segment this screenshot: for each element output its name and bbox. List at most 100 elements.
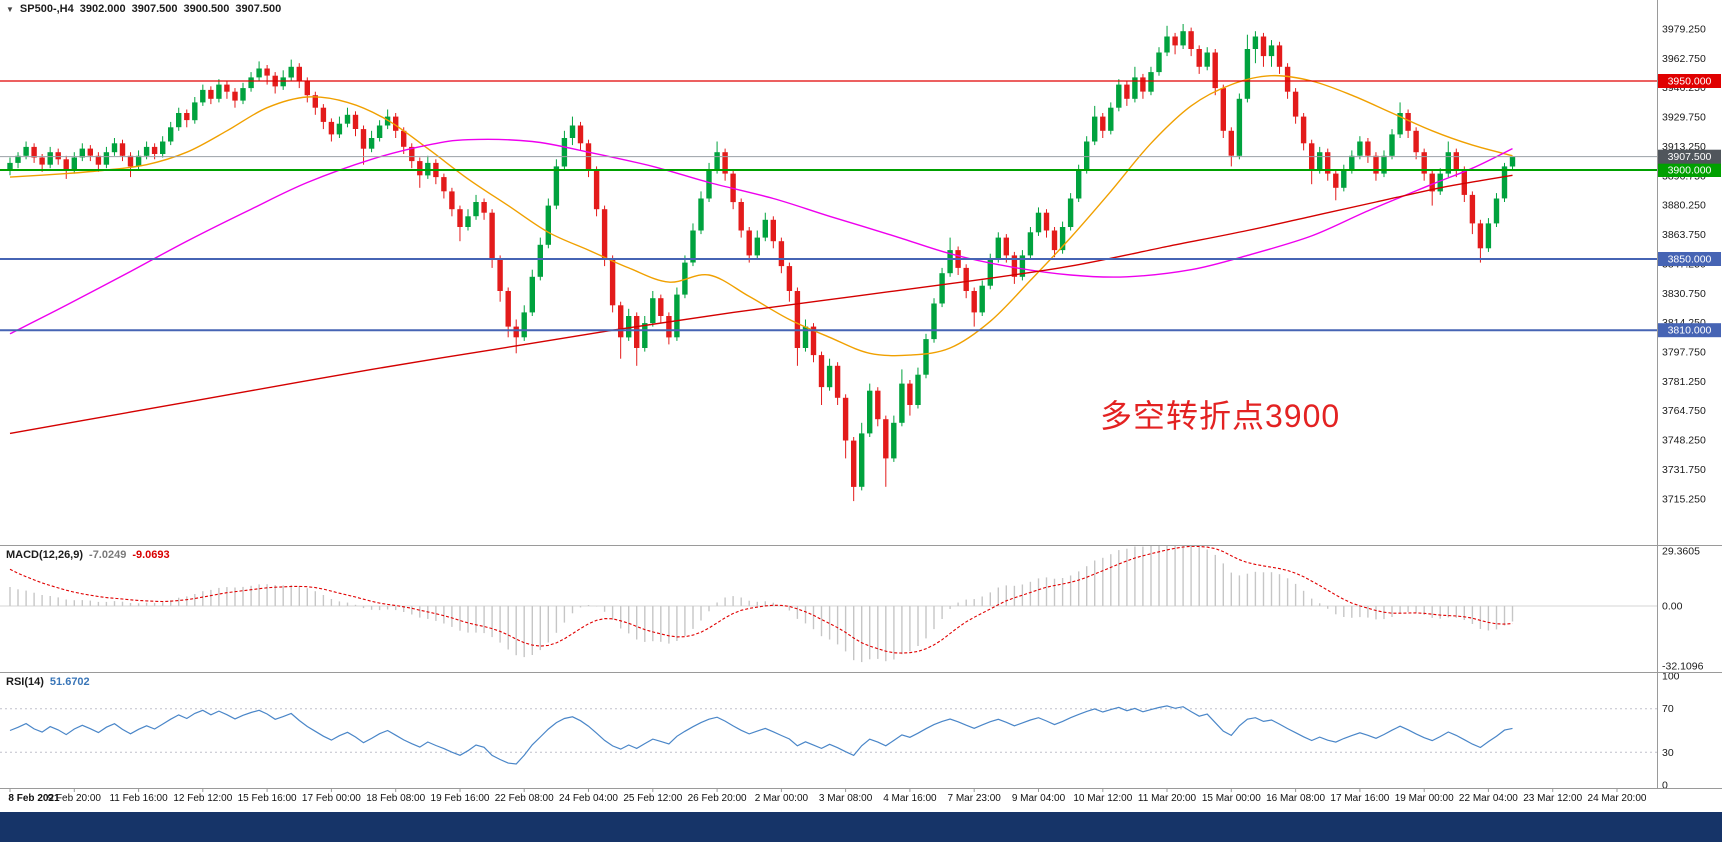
candle-down [786, 266, 793, 291]
time-axis-label: 17 Mar 16:00 [1330, 793, 1389, 804]
time-axis-label: 7 Mar 23:00 [948, 793, 1002, 804]
candle-down [55, 152, 61, 160]
candle-up [1148, 72, 1154, 92]
candle-up [690, 230, 696, 263]
candle-up [47, 152, 53, 165]
candle-down [577, 125, 584, 144]
candle-up [826, 365, 833, 388]
candle-up [674, 294, 680, 338]
candle-up [1268, 45, 1275, 57]
time-axis-label: 11 Feb 16:00 [109, 793, 168, 804]
candle-down [1260, 36, 1267, 57]
candle-up [1397, 113, 1403, 135]
candle-down [1421, 152, 1427, 174]
candle-down [666, 316, 672, 338]
time-axis-label: 24 Feb 04:00 [559, 793, 618, 804]
chart-canvas[interactable]: 3979.2503962.7503946.2503929.7503913.250… [0, 0, 1722, 812]
price-axis-label: 3764.750 [1662, 405, 1706, 417]
candle-down [87, 148, 93, 156]
price-axis-label: 3715.250 [1662, 493, 1706, 505]
candle-down [722, 152, 728, 174]
candle-down [232, 91, 238, 101]
macd-panel[interactable] [0, 542, 1657, 663]
candle-up [939, 273, 945, 304]
macd-axis-labels: 29.3605 0.00 -32.1096 [1662, 546, 1704, 673]
time-axis-label: 4 Mar 16:00 [883, 793, 937, 804]
rsi-axis-label: 100 [1662, 671, 1680, 683]
candle-up [642, 323, 648, 348]
candle-down [1196, 49, 1202, 67]
candle-down [151, 146, 158, 154]
main-chart-panel[interactable] [0, 24, 1657, 502]
candle-down [1051, 230, 1058, 251]
candle-down [1469, 194, 1476, 224]
candle-down [1429, 173, 1435, 192]
candle-down [963, 267, 969, 291]
candle-down [1188, 31, 1194, 49]
rsi-axis-label: 70 [1662, 703, 1674, 715]
candle-up [368, 138, 375, 149]
candle-up [1164, 36, 1170, 53]
candle-up [626, 316, 632, 338]
candle-down [457, 209, 463, 227]
candle-up [979, 285, 985, 313]
candle-up [248, 77, 254, 89]
time-axis-label: 19 Mar 00:00 [1395, 793, 1454, 804]
candle-down [1405, 113, 1411, 131]
candle-up [192, 102, 198, 121]
candle-down [449, 191, 455, 210]
candle-down [618, 305, 624, 338]
rsi-panel[interactable] [0, 705, 1657, 765]
candle-down [1140, 77, 1146, 92]
time-axis-label: 16 Mar 08:00 [1266, 793, 1325, 804]
candle-down [1172, 36, 1178, 46]
time-axis-label: 10 Mar 12:00 [1073, 793, 1132, 804]
candle-up [1076, 170, 1082, 199]
candle-down [39, 157, 45, 165]
candle-up [1317, 152, 1323, 170]
candle-down [95, 155, 102, 165]
candle-up [168, 127, 174, 142]
time-axis-labels: 8 Feb 20219 Feb 20:00 11 Feb 16:00 12 Feb … [8, 789, 1647, 804]
candle-up [987, 259, 993, 286]
candle-down [738, 202, 744, 231]
candle-up [160, 141, 166, 154]
candle-up [650, 298, 656, 324]
candle-down [907, 383, 913, 405]
candle-down [634, 316, 640, 348]
time-axis-label: 24 Mar 20:00 [1588, 793, 1647, 804]
candle-up [1485, 223, 1492, 249]
candle-up [376, 125, 383, 138]
candle-down [264, 68, 270, 76]
candle-down [481, 202, 487, 213]
candle-down [609, 259, 616, 306]
price-axis-label: 3748.250 [1662, 435, 1706, 447]
candle-up [521, 312, 527, 338]
candle-down [1011, 255, 1018, 277]
rsi-line [9, 705, 1513, 765]
price-badge: 3850.000 [1658, 252, 1721, 266]
svg-text:3950.000: 3950.000 [1668, 76, 1712, 88]
candle-down [31, 146, 37, 158]
candle-up [867, 390, 873, 434]
candle-up [1180, 31, 1186, 46]
candle-down [224, 84, 230, 92]
candle-down [746, 230, 752, 256]
time-axis[interactable] [0, 789, 1722, 812]
price-axis-label: 3863.750 [1662, 229, 1706, 241]
candle-up [714, 152, 720, 170]
candle-up [754, 237, 760, 256]
candle-up [1236, 98, 1243, 156]
time-axis-label: 15 Mar 00:00 [1202, 793, 1261, 804]
price-axis[interactable] [1658, 0, 1722, 788]
time-axis-label: 22 Mar 04:00 [1459, 793, 1518, 804]
candle-up [216, 84, 222, 99]
time-axis-label: 22 Feb 08:00 [495, 793, 554, 804]
candle-down [1365, 141, 1371, 156]
candle-up [569, 125, 576, 138]
candle-up [1156, 52, 1162, 73]
candle-up [1389, 134, 1395, 156]
candle-up [1244, 49, 1251, 99]
candle-up [280, 77, 286, 87]
candle-down [1276, 45, 1283, 67]
